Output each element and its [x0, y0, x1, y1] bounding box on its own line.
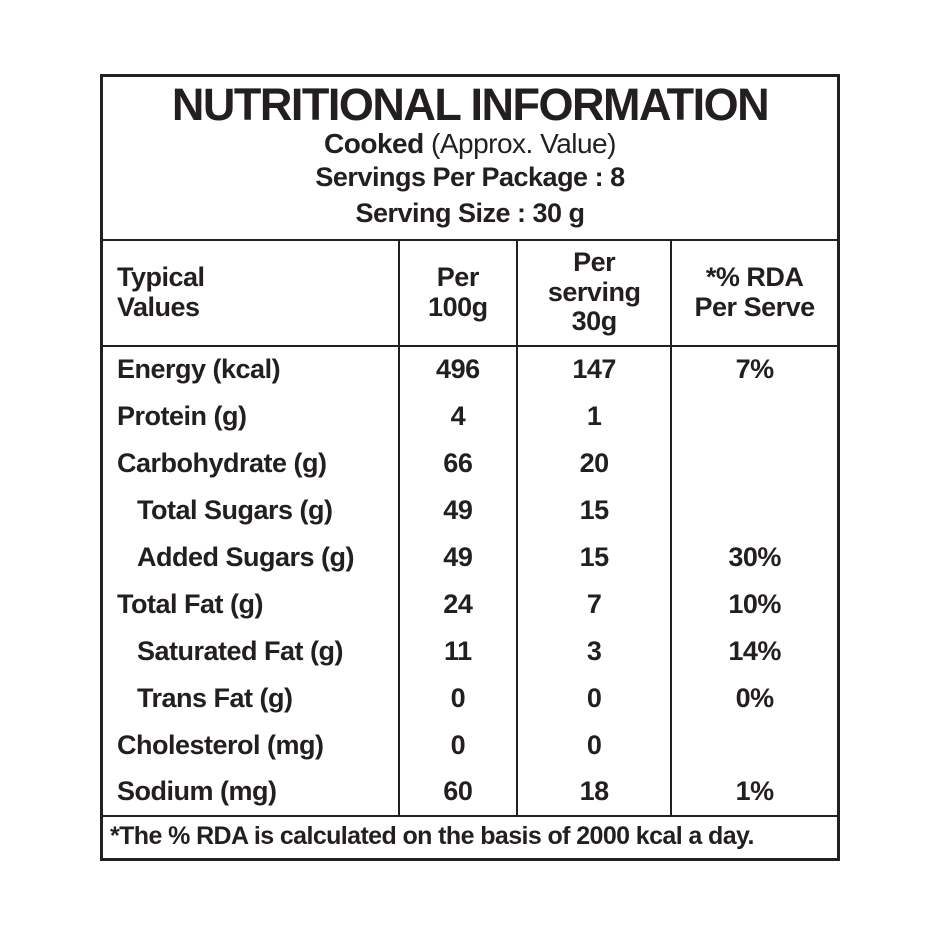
value-rda: 1% [670, 768, 839, 816]
table-row-added-sugars: Added Sugars (g) 49 15 30% [102, 533, 839, 581]
table-row-energy: Energy (kcal) 496 147 7% [102, 345, 839, 393]
table-row-saturated-fat: Saturated Fat (g) 11 3 14% [102, 627, 839, 675]
column-header-per-100g: Per 100g [397, 239, 518, 347]
row-label: Total Fat (g) [117, 588, 263, 619]
table-row-carbohydrate: Carbohydrate (g) 66 20 [102, 439, 839, 487]
value-per-serving: 3 [516, 627, 672, 675]
value-per-serving: 20 [516, 439, 672, 487]
row-label: Protein (g) [117, 400, 247, 431]
row-label: Energy (kcal) [117, 354, 281, 385]
value-per-serving: 0 [516, 674, 672, 722]
value-per-serving: 7 [516, 580, 672, 628]
label-header-row: NUTRITIONAL INFORMATION Cooked (Approx. … [101, 75, 839, 241]
column-header-row: Typical Values Per 100g Per serving 30g … [101, 239, 839, 347]
row-label: Carbohydrate (g) [117, 447, 327, 478]
value-rda: 14% [670, 627, 839, 675]
row-label: Cholesterol (mg) [117, 729, 324, 760]
rda-footnote: *The % RDA is calculated on the basis of… [101, 814, 839, 860]
value-rda: 7% [670, 345, 839, 393]
footnote-row: *The % RDA is calculated on the basis of… [101, 814, 839, 860]
row-label: Saturated Fat (g) [137, 635, 344, 666]
row-label: Trans Fat (g) [137, 682, 293, 713]
table-row-total-fat: Total Fat (g) 24 7 10% [102, 580, 839, 628]
row-label: Added Sugars (g) [137, 541, 355, 572]
table-row-sodium: Sodium (mg) 60 18 1% [102, 768, 839, 816]
column-header-rda-per-serve: *% RDA Per Serve [670, 239, 839, 347]
value-rda: 10% [670, 580, 839, 628]
value-per-serving: 15 [516, 533, 672, 581]
value-per-100g: 0 [397, 721, 518, 769]
servings-per-package: Servings Per Package : 8 [315, 162, 625, 193]
value-per-serving: 0 [516, 721, 672, 769]
value-rda [670, 486, 839, 534]
value-per-100g: 66 [397, 439, 518, 487]
value-per-serving: 147 [516, 345, 672, 393]
table-row-trans-fat: Trans Fat (g) 0 0 0% [102, 674, 839, 722]
column-header-per-serving-30g: Per serving 30g [516, 239, 672, 347]
value-per-100g: 0 [397, 674, 518, 722]
subtitle-approx-value: (Approx. Value) [423, 128, 616, 160]
value-per-serving: 15 [516, 486, 672, 534]
value-per-100g: 49 [397, 533, 518, 581]
value-per-100g: 24 [397, 580, 518, 628]
table-row-protein: Protein (g) 4 1 [102, 392, 839, 440]
value-rda: 0% [670, 674, 839, 722]
nutrition-table: NUTRITIONAL INFORMATION Cooked (Approx. … [100, 74, 840, 862]
value-rda: 30% [670, 533, 839, 581]
value-per-100g: 49 [397, 486, 518, 534]
table-row-total-sugars: Total Sugars (g) 49 15 [102, 486, 839, 534]
label-subtitle: Cooked (Approx. Value) [109, 128, 831, 160]
serving-size: Serving Size : 30 g [355, 197, 585, 228]
value-rda [670, 392, 839, 440]
value-rda [670, 439, 839, 487]
value-per-100g: 60 [397, 768, 518, 816]
value-per-100g: 11 [397, 627, 518, 675]
column-header-typical-values: Typical Values [101, 239, 399, 347]
value-per-serving: 1 [516, 392, 672, 440]
value-per-100g: 496 [397, 345, 518, 393]
value-rda [670, 721, 839, 769]
value-per-serving: 18 [516, 768, 672, 816]
row-label: Total Sugars (g) [137, 494, 333, 525]
subtitle-cooked: Cooked [324, 128, 424, 160]
label-header-section: NUTRITIONAL INFORMATION Cooked (Approx. … [101, 75, 839, 241]
table-row-cholesterol: Cholesterol (mg) 0 0 [102, 721, 839, 769]
value-per-100g: 4 [397, 392, 518, 440]
label-title: NUTRITIONAL INFORMATION [171, 79, 770, 130]
row-label: Sodium (mg) [117, 776, 277, 807]
